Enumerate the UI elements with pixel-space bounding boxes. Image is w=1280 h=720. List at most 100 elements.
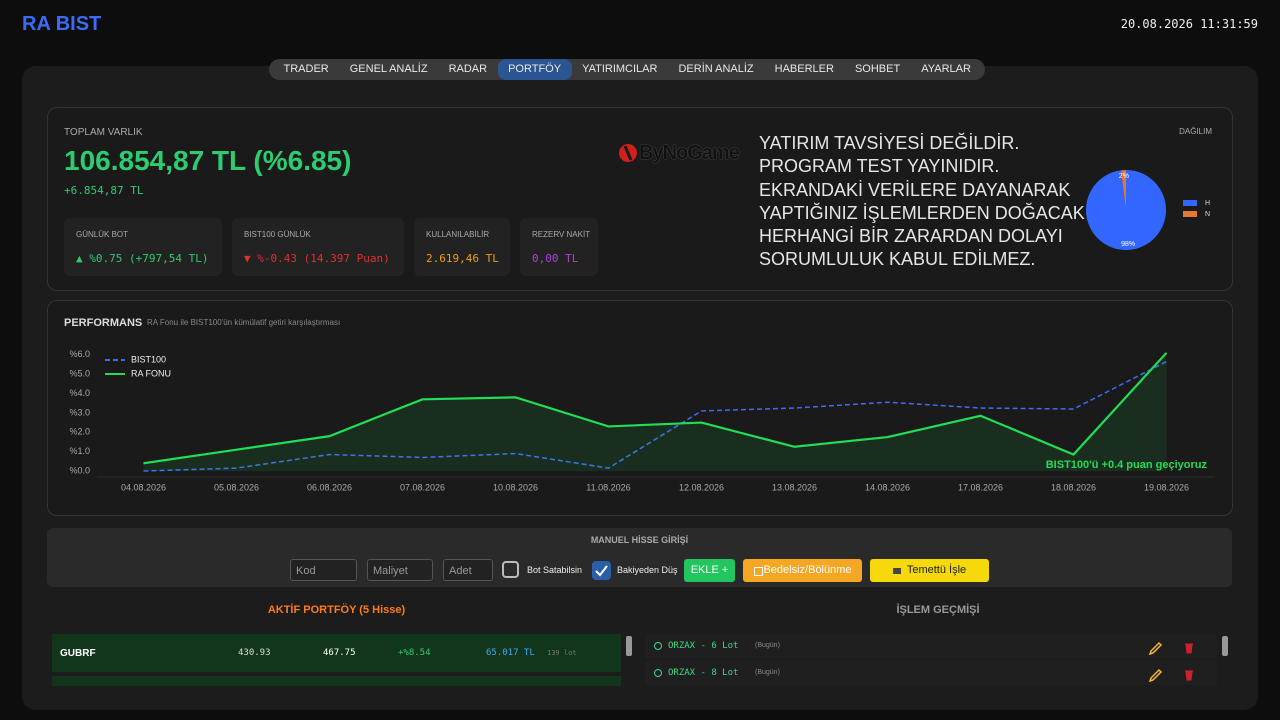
portfolio-title: AKTİF PORTFÖY (5 Hisse): [267, 604, 406, 616]
checkbox[interactable]: [502, 561, 519, 578]
stat-value: ▼ %-0.43 (14.397 Puan): [244, 252, 390, 265]
disclaimer-line: PROGRAM TEST YAYINIDIR.: [759, 156, 1000, 177]
total-change: +6.854,87 TL: [64, 184, 144, 197]
x-tick-label: 19.08.2026: [1144, 482, 1189, 492]
stock-price: 467.75: [323, 648, 356, 658]
stock-lots: 139 lot: [547, 649, 577, 657]
y-tick-label: %5.0: [69, 369, 90, 379]
status-dot: [654, 642, 662, 650]
chart-subtitle: RA Fonu ile BIST100'ün kümülatif getiri …: [147, 318, 340, 327]
chart-title: DAĞILIM: [1179, 127, 1212, 136]
y-tick-label: %1.0: [69, 446, 90, 456]
y-tick-label: %3.0: [69, 407, 90, 417]
button-icon: [893, 568, 901, 574]
x-tick-label: 05.08.2026: [214, 482, 259, 492]
delete-icon[interactable]: [1185, 670, 1193, 681]
nav-tab[interactable]: DERİN ANALİZ: [678, 63, 754, 75]
input-code[interactable]: Kod: [290, 559, 357, 581]
series-line: [143, 360, 1167, 472]
y-tick-label: %6.0: [69, 349, 90, 359]
stat-label: KULLANILABİLİR: [426, 230, 490, 239]
disclaimer: YATIRIM TAVSİYESİ DEĞİLDİR. PROGRAM TEST …: [759, 132, 1085, 272]
nav-tab[interactable]: HABERLER: [774, 63, 834, 75]
stat-card: GÜNLÜK BOT ▲ %0.75 (+797,54 TL): [64, 218, 222, 276]
y-tick-label: %4.0: [69, 388, 90, 398]
history-title: İŞLEM GEÇMİŞİ: [896, 604, 980, 616]
chart-title: PERFORMANS: [64, 317, 142, 329]
x-tick-label: 18.08.2026: [1051, 482, 1096, 492]
slice-label: 2%: [1119, 173, 1129, 180]
total-label: TOPLAM VARLIK: [64, 127, 143, 138]
stat-value: 2.619,46 TL: [426, 252, 499, 265]
checkbox-label: Bot Satabilsin: [527, 565, 583, 575]
pie-chart: DAĞILIM 98% H 2% N: [1086, 127, 1212, 250]
input-qty[interactable]: Adet: [443, 559, 493, 581]
button-icon: [754, 567, 763, 576]
edit-icon[interactable]: [1148, 668, 1163, 682]
legend-label: H: [1205, 200, 1210, 207]
annotation: BIST100'ü +0.4 puan geçiyoruz: [1046, 459, 1208, 471]
datetime: 20.08.2026 11:31:59: [1120, 17, 1258, 31]
series-line: [143, 352, 1168, 465]
x-tick-label: 04.08.2026: [121, 482, 166, 492]
stat-label: BIST100 GÜNLÜK: [244, 230, 311, 239]
legend-swatch: [1183, 200, 1197, 206]
legend-label: BIST100: [131, 354, 166, 364]
stock-value: 65.017 TL: [486, 648, 535, 658]
add-button[interactable]: EKLE +: [684, 559, 735, 582]
portfolio-row[interactable]: [52, 634, 621, 672]
x-tick-label: 17.08.2026: [958, 482, 1003, 492]
x-tick-label: 12.08.2026: [679, 482, 724, 492]
x-tick-label: 10.08.2026: [493, 482, 538, 492]
legend-label: RA FONU: [131, 368, 171, 378]
portfolio-row[interactable]: [52, 676, 621, 686]
y-tick-label: %0.0: [69, 465, 90, 475]
stat-label: REZERV NAKİT: [532, 230, 591, 239]
x-tick-label: 07.08.2026: [400, 482, 445, 492]
stat-value: ▲ %0.75 (+797,54 TL): [76, 252, 209, 265]
nav-tab[interactable]: GENEL ANALİZ: [349, 63, 428, 75]
history-when: (Bugün): [755, 669, 780, 676]
history-text: ORZAX - 8 Lot: [668, 668, 739, 678]
history-when: (Bugün): [755, 642, 780, 649]
nav-tab[interactable]: RADAR: [448, 63, 488, 75]
scrollbar[interactable]: [1222, 636, 1228, 656]
nav-tab[interactable]: PORTFÖY: [497, 59, 572, 80]
logo-icon: [619, 144, 637, 162]
app-title: RA BIST: [22, 13, 102, 35]
logo-text: ByNoGame: [639, 142, 740, 164]
edit-icon[interactable]: [1148, 641, 1163, 656]
history-row[interactable]: [645, 661, 1217, 685]
disclaimer-line: HERHANGİ BİR ZARARDAN DOLAYI: [759, 226, 1063, 247]
stat-label: GÜNLÜK BOT: [76, 230, 129, 239]
stat-value: 0,00 TL: [532, 252, 579, 265]
scrollbar[interactable]: [626, 636, 632, 656]
performance-chart: PERFORMANS RA Fonu ile BIST100'ün kümülat…: [64, 317, 1213, 492]
history-row[interactable]: [645, 634, 1217, 658]
checkbox-checked[interactable]: [592, 561, 611, 580]
delete-icon[interactable]: [1185, 643, 1193, 654]
x-tick-label: 13.08.2026: [772, 482, 817, 492]
row-actions: [1148, 641, 1193, 682]
nav-tab[interactable]: AYARLAR: [921, 63, 971, 75]
x-tick-label: 06.08.2026: [307, 482, 352, 492]
total-value: 106.854,87 TL (%6.85): [64, 145, 352, 176]
split-button[interactable]: Bedelsiz/Bölünme: [743, 559, 862, 582]
nav-tab[interactable]: SOHBET: [854, 63, 901, 75]
nav-bar: TRADER GENEL ANALİZ RADAR PORTFÖY YATIRI…: [269, 59, 986, 80]
series-area: [143, 352, 1167, 471]
disclaimer-line: YAPTIĞINIZ İŞLEMLERDEN DOĞACAK: [759, 202, 1085, 223]
stock-code: GUBRF: [60, 648, 96, 659]
nav-tab[interactable]: YATIRIMCILAR: [582, 63, 658, 75]
input-cost[interactable]: Maliyet: [367, 559, 433, 581]
disclaimer-line: YATIRIM TAVSİYESİ DEĞİLDİR.: [759, 133, 1020, 153]
x-tick-label: 11.08.2026: [586, 482, 630, 492]
history-text: ORZAX - 6 Lot: [668, 641, 739, 651]
stock-change: +%8.54: [398, 648, 431, 658]
dividend-button[interactable]: Temettü İşle: [870, 559, 989, 582]
manual-title: MANUEL HİSSE GİRİŞİ: [590, 535, 689, 545]
nav-tab[interactable]: TRADER: [283, 63, 329, 75]
stat-card: KULLANILABİLİR 2.619,46 TL: [414, 218, 510, 276]
stat-card: BIST100 GÜNLÜK ▼ %-0.43 (14.397 Puan): [232, 218, 404, 276]
